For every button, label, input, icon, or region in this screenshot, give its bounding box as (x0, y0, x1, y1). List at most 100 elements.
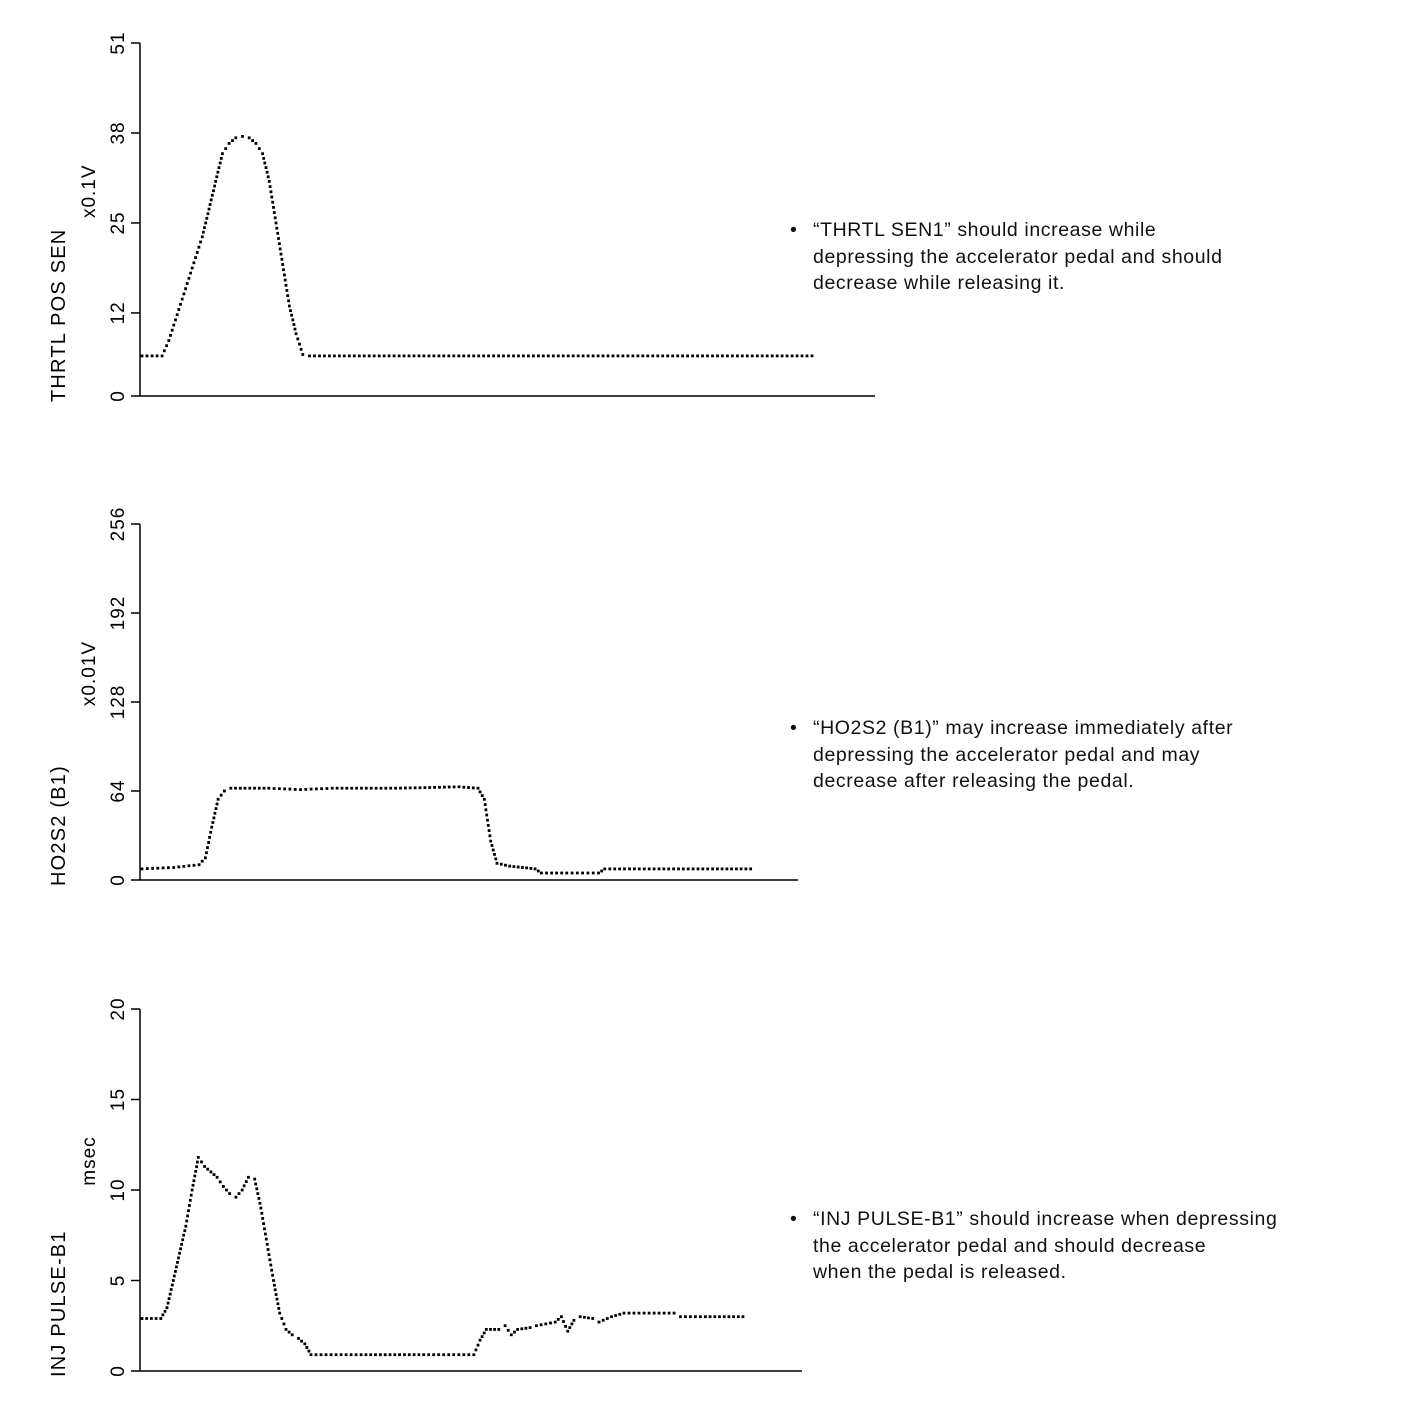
data-point (211, 821, 215, 824)
data-point (512, 354, 515, 358)
data-point (708, 1315, 712, 1319)
data-point (591, 354, 595, 358)
data-point (551, 354, 555, 358)
data-point (780, 354, 784, 358)
data-point (290, 313, 293, 317)
data-point (661, 354, 665, 358)
data-point (171, 1279, 175, 1282)
data-point (713, 1315, 717, 1319)
data-point (196, 1160, 199, 1164)
data-point (561, 354, 565, 358)
data-point (427, 354, 431, 358)
data-point (730, 867, 733, 871)
data-point (162, 349, 166, 353)
data-point (178, 1251, 181, 1255)
data-point (642, 1311, 646, 1315)
data-point (662, 1311, 666, 1315)
data-point (770, 354, 774, 358)
data-point (720, 867, 724, 871)
data-point (568, 1326, 572, 1329)
data-point (691, 867, 695, 871)
y-axis-title: THRTL POS SEN (48, 229, 70, 402)
data-point (218, 1180, 222, 1184)
data-point (509, 1333, 513, 1337)
data-point (177, 308, 181, 311)
data-point (795, 354, 799, 358)
data-point (200, 235, 204, 239)
data-point (333, 354, 336, 358)
data-point (192, 261, 196, 265)
data-point (212, 1173, 216, 1176)
data-point (271, 1273, 274, 1277)
data-point (180, 297, 184, 301)
data-point (305, 1346, 309, 1349)
data-point (209, 198, 213, 202)
data-point (686, 354, 689, 358)
data-point (503, 1324, 507, 1328)
data-point (279, 252, 283, 256)
data-point (432, 1353, 436, 1357)
data-point (284, 283, 288, 287)
data-point (736, 1315, 740, 1319)
data-point (677, 867, 680, 871)
data-point (298, 342, 301, 346)
y-tick-label: 20 (108, 997, 129, 1020)
data-point (467, 786, 470, 789)
data-point (205, 216, 209, 220)
data-point (189, 1193, 193, 1197)
data-point (270, 195, 274, 199)
data-point (437, 354, 441, 358)
data-point (179, 302, 182, 306)
data-point (581, 354, 585, 358)
data-point (156, 866, 160, 870)
data-point (294, 332, 298, 336)
data-point (208, 203, 212, 206)
data-point (731, 354, 734, 358)
data-point (195, 1165, 198, 1169)
data-point (238, 786, 242, 790)
data-point (269, 190, 273, 194)
data-point (191, 1183, 195, 1187)
y-tick-label: 128 (108, 685, 129, 720)
data-point (613, 867, 617, 871)
data-point (699, 1315, 702, 1319)
data-point (174, 1270, 177, 1273)
data-point (671, 354, 675, 358)
data-point (174, 318, 177, 322)
data-point (399, 786, 402, 790)
data-point (277, 237, 280, 240)
data-point (489, 1328, 492, 1331)
data-point (611, 354, 615, 358)
data-point (319, 1353, 323, 1357)
data-point (372, 354, 376, 358)
data-point (428, 786, 432, 789)
data-point (583, 1315, 586, 1319)
data-point (268, 1258, 272, 1262)
data-point (539, 1323, 543, 1327)
data-point (457, 785, 461, 789)
data-point (269, 1263, 273, 1267)
data-point (200, 859, 204, 863)
data-point (204, 221, 208, 225)
data-point (626, 354, 630, 358)
data-point (352, 354, 356, 358)
data-point (364, 1353, 368, 1357)
data-point (177, 1256, 180, 1260)
data-point (188, 1204, 191, 1207)
data-point (155, 354, 159, 358)
data-point (257, 786, 261, 790)
data-point (367, 354, 371, 358)
data-point (499, 862, 503, 866)
data-point (273, 216, 277, 220)
data-point (550, 871, 553, 875)
data-point (209, 1170, 213, 1174)
note-line: “INJ PULSE-B1” should increase when depr… (813, 1208, 1278, 1230)
data-point (150, 354, 154, 358)
data-point (213, 184, 216, 188)
data-point (307, 1349, 311, 1353)
data-point (572, 1318, 576, 1322)
data-point (172, 1274, 176, 1278)
data-point (560, 871, 564, 875)
y-tick-label: 0 (108, 390, 129, 402)
